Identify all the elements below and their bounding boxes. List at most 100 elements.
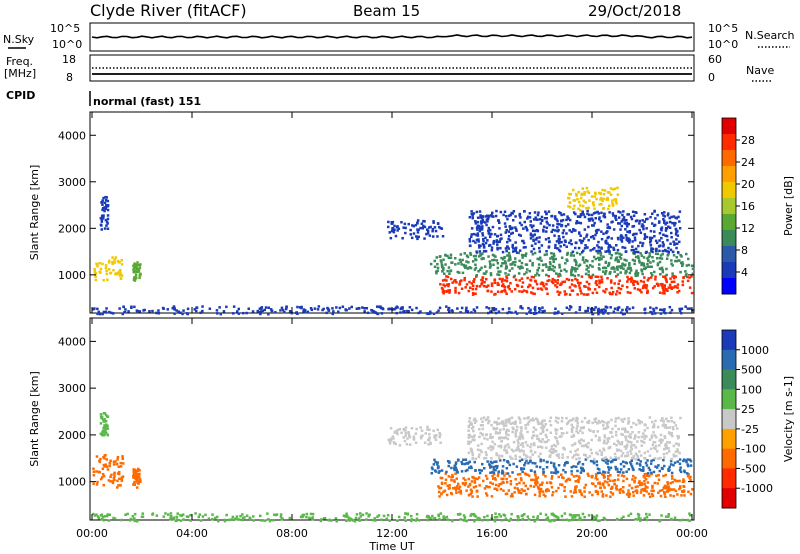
- data-cell: [662, 474, 665, 478]
- data-cell: [534, 216, 537, 219]
- data-cell: [583, 453, 586, 456]
- data-cell: [396, 225, 399, 228]
- data-cell: [400, 431, 403, 435]
- data-cell: [550, 471, 553, 474]
- data-cell: [570, 470, 573, 473]
- colorbar-tick-label: -100: [741, 443, 766, 456]
- data-cell: [674, 275, 677, 279]
- colorbar-tick-label: 20: [741, 178, 755, 191]
- data-cell: [629, 215, 633, 219]
- data-cell: [101, 262, 104, 266]
- data-cell: [633, 236, 637, 239]
- data-cell: [471, 453, 474, 456]
- data-cell: [668, 489, 671, 492]
- data-cell: [516, 487, 519, 490]
- data-cell: [496, 464, 499, 468]
- data-cell: [626, 230, 629, 233]
- colorbar-tick-label: 24: [741, 156, 755, 169]
- data-cell: [616, 517, 619, 521]
- data-cell: [570, 423, 573, 427]
- data-cell: [507, 234, 511, 238]
- data-cell: [615, 218, 618, 221]
- data-cell: [496, 281, 499, 285]
- data-cell: [607, 248, 610, 252]
- data-cell: [448, 272, 451, 275]
- data-cell: [667, 447, 670, 450]
- data-cell: [463, 278, 466, 282]
- data-cell: [604, 241, 608, 245]
- data-cell: [99, 415, 103, 419]
- data-cell: [94, 278, 98, 282]
- data-cell: [463, 518, 466, 521]
- data-cell: [431, 514, 434, 518]
- data-cell: [518, 267, 522, 270]
- colorbar-swatch: [722, 134, 736, 151]
- data-cell: [540, 483, 543, 486]
- data-cell: [640, 483, 644, 486]
- data-cell: [412, 435, 416, 438]
- data-cell: [470, 233, 473, 236]
- data-cell: [665, 227, 669, 230]
- data-cell: [410, 519, 413, 523]
- data-cell: [470, 491, 473, 494]
- data-cell: [602, 206, 606, 210]
- y-tick-label: 1000: [58, 476, 86, 489]
- data-cell: [648, 416, 652, 419]
- data-cell: [612, 246, 615, 250]
- data-cell: [555, 515, 558, 518]
- data-cell: [621, 427, 624, 431]
- data-cell: [442, 289, 446, 293]
- data-cell: [564, 262, 567, 265]
- data-cell: [392, 437, 395, 440]
- data-cell: [524, 457, 527, 461]
- data-cell: [631, 245, 634, 248]
- colorbar-tick-label: 25: [741, 403, 755, 416]
- data-cell: [497, 472, 500, 475]
- data-cell: [587, 288, 590, 291]
- data-cell: [536, 476, 540, 479]
- data-cell: [551, 450, 555, 454]
- data-cell: [485, 485, 488, 488]
- data-cell: [448, 289, 451, 292]
- data-cell: [576, 424, 579, 428]
- data-cell: [112, 269, 115, 272]
- data-cell: [473, 480, 476, 483]
- data-cell: [625, 219, 628, 222]
- data-cell: [637, 481, 641, 485]
- data-cell: [447, 256, 451, 259]
- data-cell: [106, 204, 110, 207]
- data-cell: [587, 206, 590, 209]
- data-cell: [632, 494, 635, 497]
- data-cell: [101, 467, 105, 470]
- data-cell: [633, 280, 636, 283]
- data-cell: [541, 263, 545, 267]
- data-cell: [519, 431, 522, 435]
- data-cell: [630, 425, 633, 429]
- data-cell: [498, 513, 501, 516]
- data-cell: [627, 222, 630, 226]
- data-cell: [469, 266, 473, 270]
- data-cell: [577, 514, 580, 517]
- data-cell: [542, 425, 546, 429]
- data-cell: [515, 312, 519, 315]
- data-cell: [476, 518, 479, 521]
- data-cell: [453, 468, 456, 472]
- data-cell: [664, 234, 667, 237]
- data-cell: [249, 517, 252, 521]
- data-cell: [596, 452, 600, 456]
- data-cell: [511, 245, 514, 249]
- data-cell: [566, 252, 569, 255]
- data-cell: [513, 288, 517, 291]
- data-cell: [659, 456, 662, 460]
- data-cell: [507, 214, 511, 218]
- data-cell: [138, 266, 142, 269]
- data-cell: [359, 515, 362, 518]
- data-cell: [652, 440, 655, 444]
- data-cell: [661, 439, 664, 442]
- data-cell: [301, 513, 304, 517]
- data-cell: [243, 516, 246, 519]
- data-cell: [612, 214, 615, 217]
- data-cell: [536, 257, 539, 261]
- data-cell: [548, 223, 551, 227]
- data-cell: [609, 281, 613, 284]
